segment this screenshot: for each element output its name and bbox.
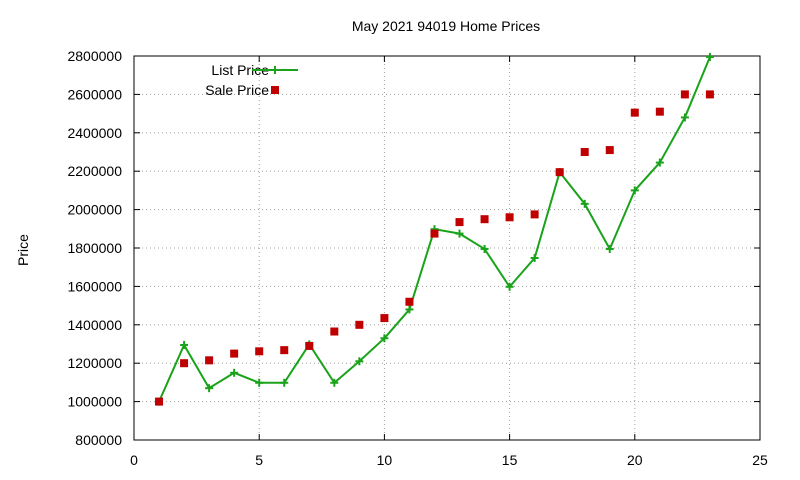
sale-price-point bbox=[505, 213, 514, 222]
list-price-series bbox=[155, 52, 714, 406]
legend-swatch-sale-price bbox=[271, 86, 279, 94]
list-price-point bbox=[180, 340, 189, 349]
y-tick-label: 2200000 bbox=[67, 163, 122, 179]
list-price-point bbox=[705, 52, 714, 61]
chart-title: May 2021 94019 Home Prices bbox=[352, 18, 540, 34]
sale-price-point bbox=[680, 90, 689, 99]
x-tick-label: 25 bbox=[752, 452, 768, 468]
y-axis-label: Price bbox=[15, 234, 31, 266]
y-tick-label: 2400000 bbox=[67, 125, 122, 141]
sale-price-point bbox=[305, 341, 314, 350]
sale-price-point bbox=[355, 320, 364, 329]
list-price-point bbox=[255, 378, 264, 387]
sale-price-point bbox=[530, 210, 539, 219]
axis-ticks: 0 5 10 15 20 25 800000 1000000 1200000 1400000 160… bbox=[67, 48, 768, 468]
sale-price-point bbox=[205, 356, 214, 365]
list-price-point bbox=[530, 253, 539, 262]
sale-price-point bbox=[380, 314, 389, 323]
y-tick-label: 2800000 bbox=[67, 48, 122, 64]
y-tick-label: 1400000 bbox=[67, 317, 122, 333]
list-price-point bbox=[405, 305, 414, 314]
sale-price-point bbox=[280, 346, 289, 355]
list-price-point bbox=[380, 334, 389, 343]
y-tick-label: 1600000 bbox=[67, 278, 122, 294]
plot-frame bbox=[133, 55, 761, 441]
list-price-point bbox=[205, 384, 214, 393]
y-tick-label: 1200000 bbox=[67, 355, 122, 371]
series-layer bbox=[155, 52, 714, 406]
list-price-point bbox=[580, 199, 589, 208]
x-tick-label: 10 bbox=[377, 452, 393, 468]
sale-price-point bbox=[255, 347, 264, 356]
sale-price-point bbox=[455, 218, 464, 227]
sale-price-point bbox=[705, 90, 714, 99]
sale-price-point bbox=[405, 297, 414, 306]
y-tick-label: 1800000 bbox=[67, 240, 122, 256]
list-price-point bbox=[230, 368, 239, 377]
y-tick-label: 1000000 bbox=[67, 394, 122, 410]
list-price-point bbox=[280, 378, 289, 387]
x-tick-label: 5 bbox=[255, 452, 263, 468]
x-tick-label: 20 bbox=[627, 452, 643, 468]
list-price-point bbox=[630, 186, 639, 195]
sale-price-point bbox=[605, 146, 614, 155]
legend: List Price Sale Price bbox=[205, 62, 298, 98]
sale-price-point bbox=[555, 168, 564, 177]
sale-price-point bbox=[180, 359, 189, 368]
x-tick-label: 0 bbox=[130, 452, 138, 468]
sale-price-point bbox=[155, 397, 164, 406]
list-price-point bbox=[480, 244, 489, 253]
list-price-point bbox=[355, 357, 364, 366]
sale-price-point bbox=[480, 215, 489, 224]
list-price-point bbox=[505, 282, 514, 291]
y-tick-label: 2000000 bbox=[67, 202, 122, 218]
legend-marker-list-price bbox=[271, 66, 279, 74]
sale-price-point bbox=[330, 327, 339, 336]
legend-label-list-price: List Price bbox=[211, 62, 269, 78]
sale-price-point bbox=[430, 229, 439, 238]
list-price-point bbox=[605, 244, 614, 253]
list-price-point bbox=[455, 229, 464, 238]
sale-price-point bbox=[580, 148, 589, 156]
x-tick-label: 15 bbox=[502, 452, 518, 468]
list-price-point bbox=[655, 158, 664, 167]
y-tick-label: 2600000 bbox=[67, 86, 122, 102]
sale-price-series bbox=[155, 90, 714, 406]
legend-label-sale-price: Sale Price bbox=[205, 82, 269, 98]
sale-price-point bbox=[630, 108, 639, 117]
list-price-point bbox=[680, 113, 689, 122]
sale-price-point bbox=[655, 107, 664, 116]
list-price-point bbox=[330, 378, 339, 387]
y-tick-label: 800000 bbox=[75, 432, 122, 448]
grid bbox=[134, 56, 760, 440]
sale-price-point bbox=[230, 349, 239, 358]
